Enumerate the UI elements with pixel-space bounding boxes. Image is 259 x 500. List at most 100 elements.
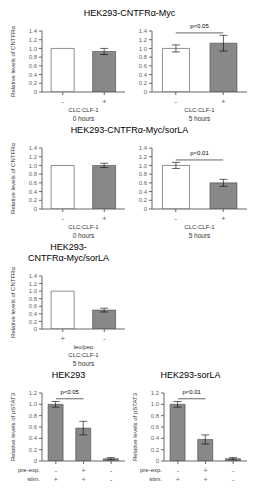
- svg-text:1.0: 1.0: [151, 401, 160, 407]
- svg-text:0: 0: [156, 458, 160, 464]
- svg-text:-: -: [103, 334, 106, 343]
- svg-text:0.2: 0.2: [29, 319, 38, 325]
- html-text:CLC:CLF-1: CLC:CLF-1: [184, 224, 215, 230]
- svg-text:1.4: 1.4: [139, 145, 148, 151]
- svg-text:1.0: 1.0: [29, 401, 38, 407]
- svg-text:0.4: 0.4: [139, 72, 148, 78]
- svg-text:0.6: 0.6: [29, 303, 38, 309]
- svg-text:-: -: [61, 214, 64, 223]
- svg-text:0.6: 0.6: [29, 180, 38, 186]
- svg-text:0: 0: [34, 89, 38, 95]
- svg-text:+: +: [102, 214, 107, 223]
- svg-text:1.0: 1.0: [29, 46, 38, 52]
- svg-text:-: -: [232, 476, 235, 483]
- svg-text:1.0: 1.0: [29, 288, 38, 294]
- html-text:CLC:CLF-1: CLC:CLF-1: [68, 107, 99, 113]
- html-text:HEK293- CNTFRα-Myc/sorLA: HEK293- CNTFRα-Myc/sorLA: [27, 242, 110, 263]
- svg-text:+: +: [221, 214, 226, 223]
- svg-text:-: -: [61, 97, 64, 106]
- html-text:5 hours: 5 hours: [72, 360, 95, 367]
- svg-text:0: 0: [144, 206, 148, 212]
- svg-text:p<0.05: p<0.05: [190, 23, 209, 29]
- svg-text:0.2: 0.2: [139, 197, 148, 203]
- svg-text:p<0.01: p<0.01: [190, 150, 209, 156]
- svg-text:-: -: [174, 97, 177, 106]
- svg-text:-: -: [110, 476, 113, 483]
- svg-text:1.4: 1.4: [29, 145, 38, 151]
- svg-text:-: -: [55, 467, 58, 474]
- svg-text:0: 0: [34, 458, 38, 464]
- svg-text:1.4: 1.4: [139, 28, 148, 34]
- svg-text:0.2: 0.2: [29, 447, 38, 453]
- svg-text:0.4: 0.4: [151, 435, 160, 441]
- svg-text:1.0: 1.0: [29, 163, 38, 169]
- svg-text:0.6: 0.6: [29, 424, 38, 430]
- svg-text:0.4: 0.4: [139, 189, 148, 195]
- svg-text:0: 0: [34, 206, 38, 212]
- html-text:CLC:CLF-1: CLC:CLF-1: [184, 107, 215, 113]
- html-text:HEK293-CNTFRα-Myc/sorLA: HEK293-CNTFRα-Myc/sorLA: [70, 125, 189, 135]
- svg-text:+: +: [176, 476, 180, 483]
- html-text:HEK293-CNTFRα-Myc: HEK293-CNTFRα-Myc: [83, 8, 176, 18]
- svg-text:0.6: 0.6: [151, 424, 160, 430]
- svg-text:1.2: 1.2: [139, 37, 148, 43]
- svg-text:Relative levels of CNTFRα: Relative levels of CNTFRα: [10, 143, 16, 214]
- svg-text:0: 0: [34, 326, 38, 332]
- svg-text:0.6: 0.6: [139, 180, 148, 186]
- svg-text:0.8: 0.8: [29, 413, 38, 419]
- svg-text:1.2: 1.2: [29, 390, 38, 396]
- svg-text:1.2: 1.2: [139, 154, 148, 160]
- svg-text:0.8: 0.8: [151, 413, 160, 419]
- svg-text:0.6: 0.6: [29, 63, 38, 69]
- svg-text:+: +: [81, 467, 85, 474]
- svg-text:0.8: 0.8: [139, 171, 148, 177]
- svg-text:1.2: 1.2: [29, 281, 38, 287]
- svg-text:p<0.05: p<0.05: [60, 389, 79, 395]
- html-text:5 hours: 5 hours: [188, 115, 211, 122]
- html-text:0 hours: 0 hours: [72, 232, 95, 239]
- html-text:HEK293-sorLA: HEK293-sorLA: [160, 370, 221, 380]
- svg-text:-: -: [110, 467, 113, 474]
- svg-text:1.0: 1.0: [139, 46, 148, 52]
- svg-text:p<0.01: p<0.01: [182, 389, 201, 395]
- svg-text:Relative levels of CNTFRα: Relative levels of CNTFRα: [10, 267, 16, 338]
- svg-text:1.2: 1.2: [29, 154, 38, 160]
- svg-text:0.2: 0.2: [29, 80, 38, 86]
- svg-text:+: +: [203, 476, 207, 483]
- html-text:5 hours: 5 hours: [188, 232, 211, 239]
- svg-text:0.4: 0.4: [29, 435, 38, 441]
- svg-text:+: +: [203, 467, 207, 474]
- svg-text:+: +: [81, 476, 85, 483]
- svg-text:+: +: [221, 97, 226, 106]
- svg-text:+: +: [60, 334, 65, 343]
- svg-text:Relative levels of pSTAT3: Relative levels of pSTAT3: [10, 392, 16, 461]
- svg-text:0.4: 0.4: [29, 72, 38, 78]
- svg-text:1.4: 1.4: [29, 28, 38, 34]
- svg-text:+: +: [102, 97, 107, 106]
- svg-text:0.6: 0.6: [139, 63, 148, 69]
- svg-text:0.4: 0.4: [29, 189, 38, 195]
- svg-text:Relative levels of pSTAT3: Relative levels of pSTAT3: [132, 392, 138, 461]
- svg-text:0.2: 0.2: [139, 80, 148, 86]
- svg-text:0.8: 0.8: [29, 296, 38, 302]
- svg-text:0.2: 0.2: [29, 197, 38, 203]
- svg-text:-: -: [232, 467, 235, 474]
- svg-text:1.4: 1.4: [29, 273, 38, 279]
- svg-text:0: 0: [144, 89, 148, 95]
- html-text:0 hours: 0 hours: [72, 115, 95, 122]
- html-text:CLC:CLF-1: CLC:CLF-1: [68, 224, 99, 230]
- svg-text:Relative levels of CNTFRα: Relative levels of CNTFRα: [10, 26, 16, 97]
- svg-text:-: -: [174, 214, 177, 223]
- svg-text:-: -: [177, 467, 180, 474]
- html-text:HEK293: HEK293: [51, 370, 86, 380]
- svg-text:1.0: 1.0: [139, 163, 148, 169]
- html-text:leu/pep: leu/pep: [73, 344, 94, 350]
- svg-text:1.2: 1.2: [151, 390, 160, 396]
- svg-text:0.8: 0.8: [29, 54, 38, 60]
- svg-text:0.8: 0.8: [29, 171, 38, 177]
- svg-text:0.8: 0.8: [139, 54, 148, 60]
- svg-text:+: +: [54, 476, 58, 483]
- svg-text:1.2: 1.2: [29, 37, 38, 43]
- svg-text:0.2: 0.2: [151, 447, 160, 453]
- svg-text:0.4: 0.4: [29, 311, 38, 317]
